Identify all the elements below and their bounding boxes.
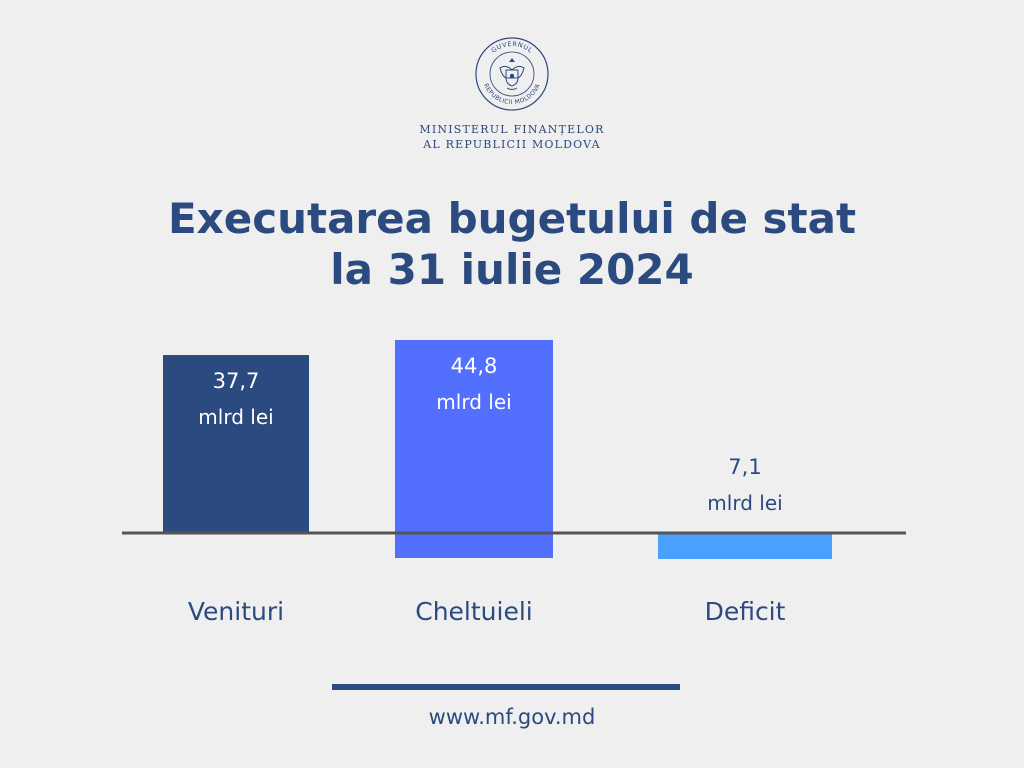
data-label-unit: mlrd lei xyxy=(198,405,273,429)
data-label-value: 44,8 xyxy=(451,354,498,378)
footer-divider xyxy=(332,684,680,690)
ministry-name-line1: MINISTERUL FINANȚELOR xyxy=(419,123,605,136)
data-label-unit: mlrd lei xyxy=(707,491,782,515)
bar-venituri xyxy=(163,355,309,533)
chart-title-line1: Executarea bugetului de stat xyxy=(167,194,857,243)
website-url[interactable]: www.mf.gov.md xyxy=(428,705,596,729)
ministry-name-line2: AL REPUBLICII MOLDOVA xyxy=(423,138,601,151)
category-label: Cheltuieli xyxy=(415,597,533,626)
chart-title-line2: la 31 iulie 2024 xyxy=(330,245,694,294)
category-label: Deficit xyxy=(705,597,786,626)
data-label-unit: mlrd lei xyxy=(436,390,511,414)
data-label-value: 7,1 xyxy=(728,455,761,479)
ministry-logo-icon: GUVERNUL REPUBLICII MOLDOVA xyxy=(474,36,550,112)
category-label: Venituri xyxy=(188,597,284,626)
data-label-value: 37,7 xyxy=(213,369,260,393)
bar-cheltuieli xyxy=(395,339,553,558)
bar-deficit xyxy=(658,533,832,559)
